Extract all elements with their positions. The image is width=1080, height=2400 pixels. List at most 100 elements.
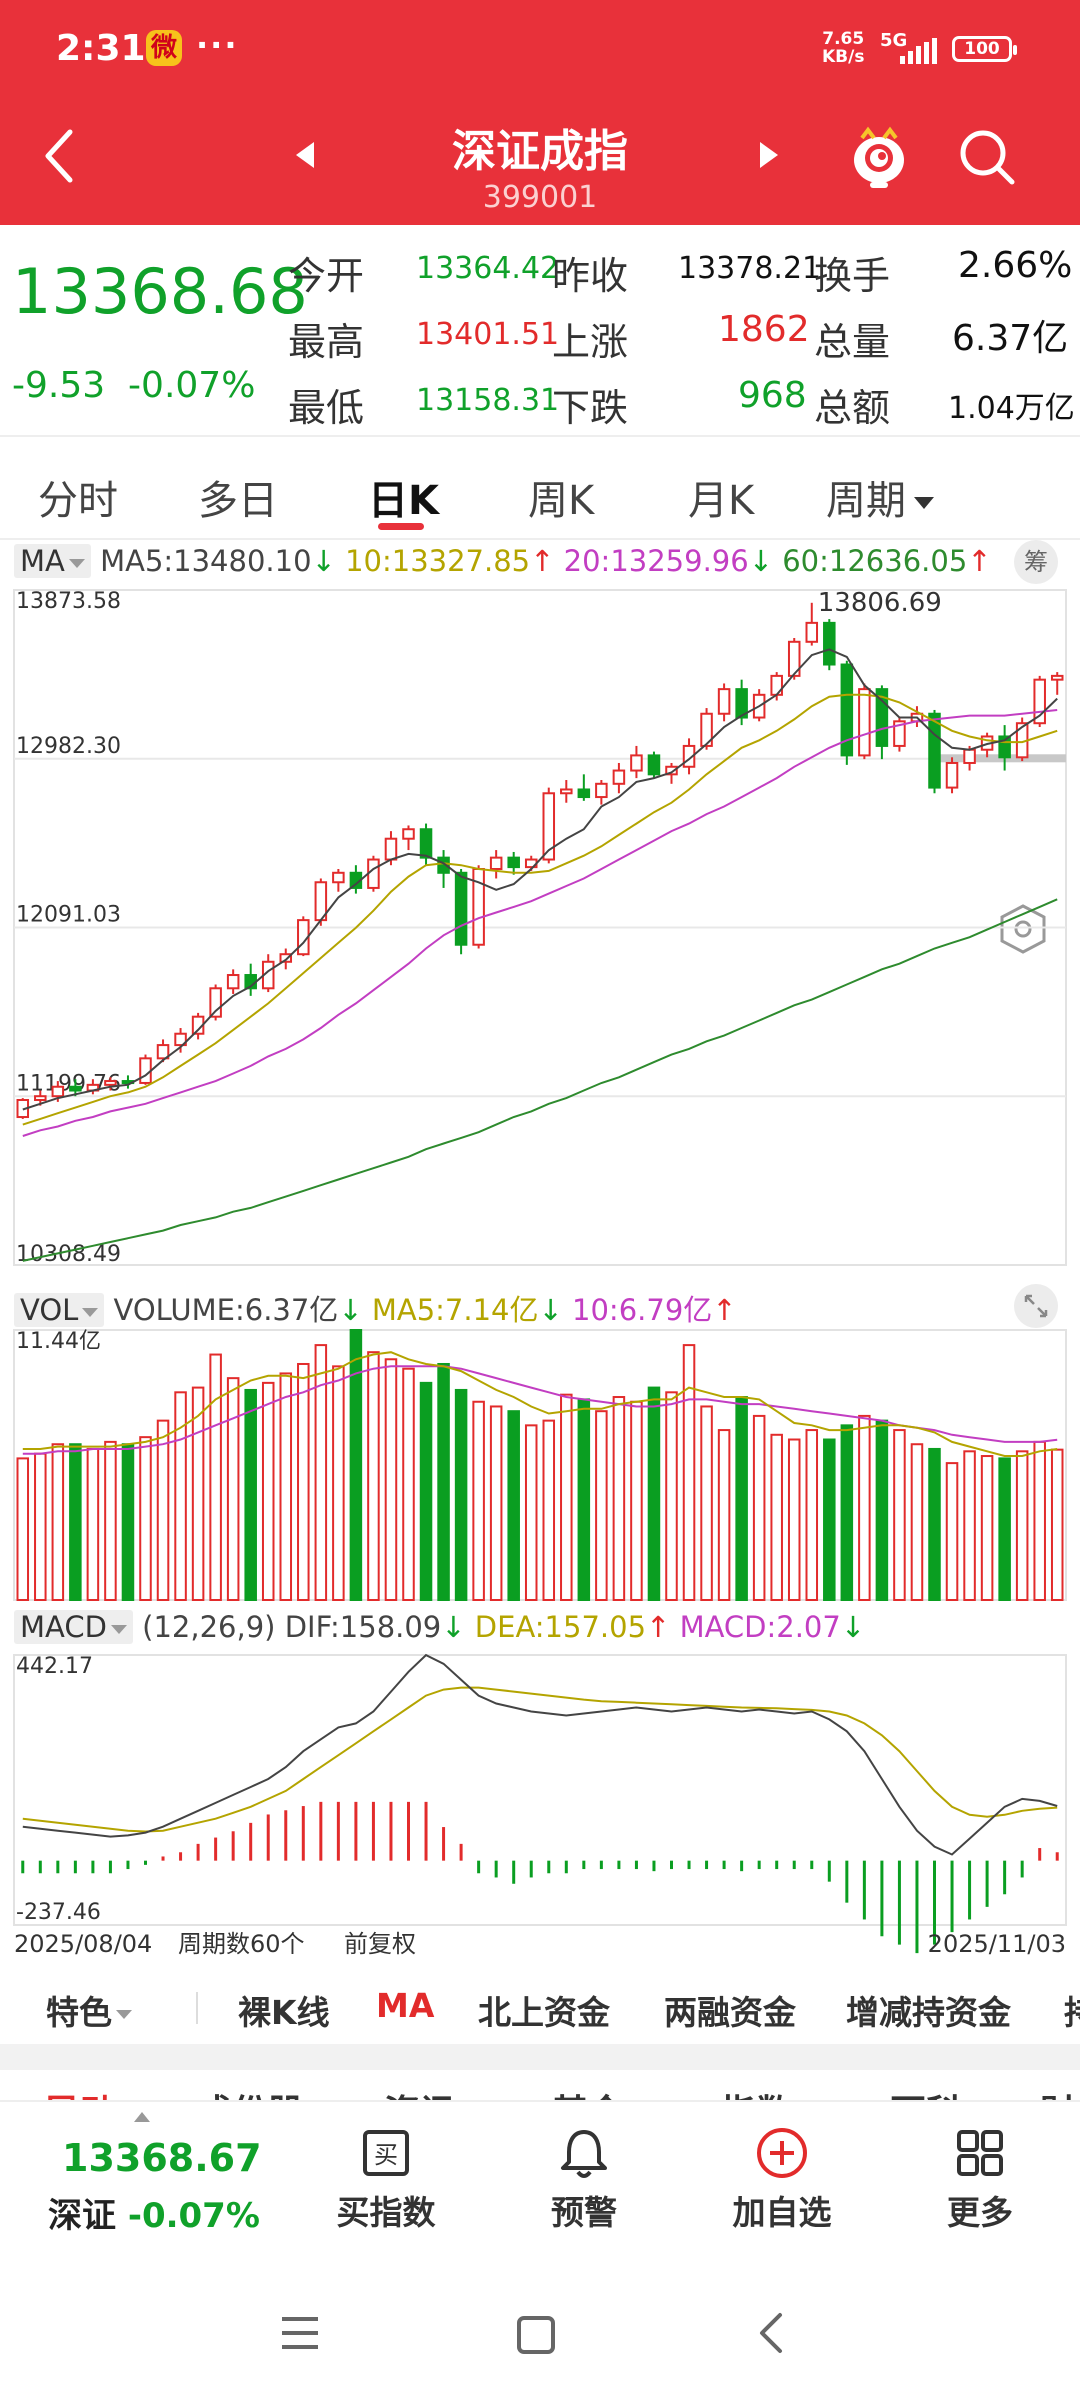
expand-icon[interactable] [1014,1284,1058,1328]
macd-selector[interactable]: MACD [14,1610,133,1644]
tool-ma[interactable]: MA [376,1986,435,2025]
back-arrow-icon[interactable] [40,126,80,186]
volume-bar [963,1450,976,1601]
tool-northbound[interactable]: 北上资金 [478,1993,610,2032]
peek-tab[interactable]: 指数 [720,2084,792,2100]
volume-bar [1033,1440,1046,1601]
vol-legend: VOL VOLUME:6.37亿↓ MA5:7.14亿↓ 10:6.79亿↑ [14,1287,737,1327]
prev-index-arrow[interactable] [296,142,314,168]
mascot-assistant-icon[interactable] [848,124,910,190]
dif-value: DIF:158.09↓ [284,1610,466,1644]
buy-index-button[interactable]: 买 买指数 [316,2124,456,2234]
candle-body [823,621,836,666]
search-icon[interactable] [956,126,1018,188]
feature-dropdown[interactable]: 特色 [46,1986,132,2034]
volume-value: 6.37亿 [952,318,1069,359]
more-notifications-icon: ··· [196,26,239,64]
peek-tab[interactable]: 资讯 [384,2084,456,2100]
decliners-value: 968 [738,375,807,416]
candle-body [384,837,398,861]
volume-bar [507,1410,520,1602]
peek-tab[interactable]: 导动 [44,2084,116,2100]
last-price: 13368.68 [12,255,308,328]
candle-body [402,828,415,840]
divider [196,1992,198,2024]
candle-body [279,953,293,963]
ma60-value: 60:12636.05↑ [782,544,992,578]
volume-bar [454,1388,468,1601]
volume-bar [630,1400,643,1602]
system-nav-bar [0,2265,1080,2400]
tab-intraday[interactable]: 分时 [38,478,118,524]
bottom-price: 13368.67 [62,2136,262,2180]
settings-hexagon-icon[interactable] [996,902,1050,956]
next-index-arrow[interactable] [760,142,778,168]
prev-close-value: 13378.21 [678,251,822,286]
page-title: 深证成指 [452,126,628,177]
decliners-label: 下跌 [552,386,629,430]
volume-bar [577,1398,591,1601]
candle-body [419,828,433,859]
volume-bar [787,1438,801,1602]
back-nav-icon[interactable] [756,2311,786,2355]
volume-bar [174,1391,187,1602]
macd-tick-label: 442.17 [16,1654,93,1679]
alert-button[interactable]: 预警 [514,2124,654,2234]
peek-tab[interactable]: 财 [1040,2084,1076,2100]
candle-body [998,735,1011,759]
volume-bar [489,1405,503,1601]
macd-params: (12,26,9) [142,1610,276,1644]
price-change: -9.53 -0.07% [12,365,256,406]
candle-body [489,856,503,871]
home-icon[interactable] [516,2315,556,2355]
volume-bar [928,1447,941,1601]
candle-body [104,1080,117,1086]
tab-monthly-k[interactable]: 月K [688,478,755,524]
tool-holdings-change[interactable]: 增减持资金 [846,1993,1011,2032]
ma5-value: MA5:13480.10↓ [100,544,336,578]
tab-multiday[interactable]: 多日 [198,478,278,524]
tab-weekly-k[interactable]: 周K [528,478,595,524]
candle-body [454,871,468,946]
volume-value-label: VOLUME:6.37亿↓ [113,1293,363,1327]
tab-daily-k[interactable]: 日K [368,478,439,524]
chevron-down-icon [116,2010,132,2019]
peek-tab[interactable]: 基金 [552,2084,624,2100]
recents-icon[interactable] [280,2315,320,2351]
kline-chart[interactable]: 13873.58 12982.30 12091.03 11199.76 10308.49… [0,536,1080,1976]
tool-margin[interactable]: 两融资金 [664,1993,796,2032]
expand-up-icon[interactable] [134,2112,150,2122]
tool-more[interactable]: 持 [1064,1986,1080,2034]
candle-body [875,688,889,747]
macd-tick-label: -237.46 [16,1900,101,1925]
dea-line [22,1686,1058,1833]
chevron-down-icon [68,558,85,568]
candle-body [1050,674,1064,681]
tab-period-dropdown[interactable]: 周期 [826,468,934,526]
chip-distribution-button[interactable]: 筹 [1014,540,1058,584]
peek-tab[interactable]: 成份股 [196,2084,304,2100]
amount-label: 总额 [814,386,891,430]
add-watchlist-button[interactable]: 加自选 [712,2124,852,2234]
chevron-down-icon [914,497,934,509]
battery-icon: 100 [952,36,1017,62]
volume-bar [226,1377,240,1601]
candle-body [630,754,643,772]
vol-ma5-line [22,1351,1058,1457]
candle-body [367,858,380,889]
volume-bar [86,1447,100,1601]
ma10-line [22,693,1058,1126]
ma-selector[interactable]: MA [14,544,91,578]
peek-tab[interactable]: 百科 [890,2084,962,2100]
volume-bar [472,1400,485,1602]
ma20-value: 20:13259.96↓ [563,544,774,578]
volume-bar [524,1424,538,1601]
price-tick-label: 11199.76 [16,1071,121,1096]
more-button[interactable]: 更多 [910,2124,1050,2234]
tool-naked-k[interactable]: 裸K线 [238,1993,330,2032]
volume-bar [717,1429,731,1602]
vol-selector[interactable]: VOL [14,1293,105,1327]
ma10-value: 10:13327.85↑ [345,544,555,578]
price-tick-label: 10308.49 [16,1242,121,1267]
buy-icon: 买 [363,2130,409,2176]
